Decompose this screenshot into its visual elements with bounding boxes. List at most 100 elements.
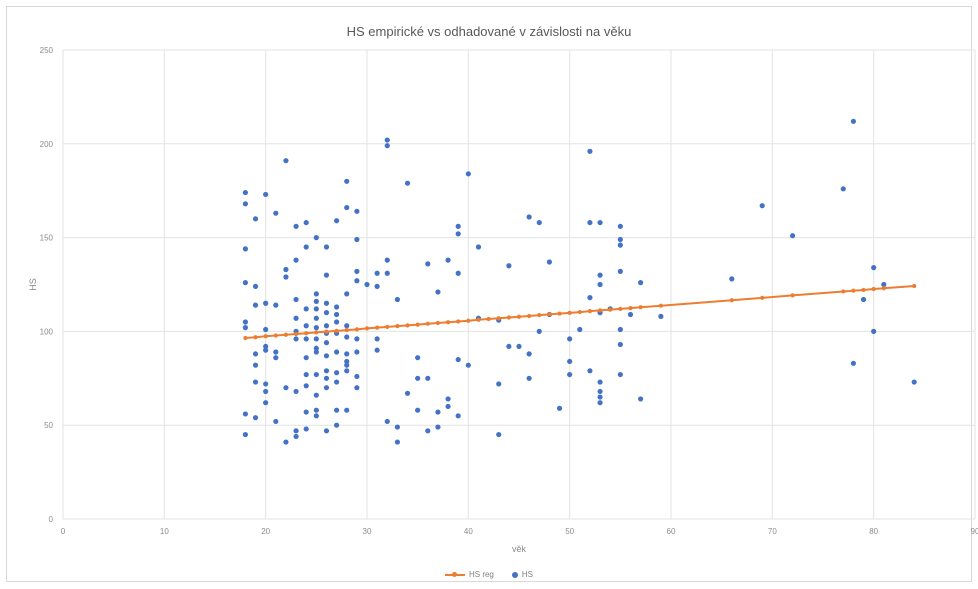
hs-point [617, 242, 623, 248]
hs-reg-point [283, 332, 289, 337]
hs-reg-point [537, 312, 542, 318]
hs-point [293, 223, 299, 229]
hs-point [242, 280, 248, 286]
hs-point [303, 219, 309, 226]
hs-point [455, 413, 461, 419]
hs-point [263, 343, 269, 350]
legend-dot-marker-icon [511, 571, 518, 578]
hs-point [556, 405, 563, 411]
hs-reg-point [486, 316, 491, 322]
hs-point [455, 356, 461, 363]
hs-point [567, 371, 573, 378]
hs-point [496, 381, 502, 387]
hs-point [384, 137, 390, 143]
hs-point [263, 388, 269, 395]
hs-reg-point [385, 324, 390, 329]
hs-point [323, 353, 330, 359]
y-tick-label: 0 [49, 515, 54, 524]
hs-point [303, 336, 309, 342]
hs-reg-point [871, 286, 876, 292]
hs-point [283, 439, 289, 445]
hs-point [252, 362, 259, 368]
hs-point [354, 208, 360, 214]
hs-reg-point [476, 317, 481, 322]
x-tick-label: 30 [363, 527, 372, 536]
hs-reg-point [547, 312, 552, 317]
hs-point [881, 281, 887, 288]
hs-point [506, 263, 512, 269]
hs-point [344, 178, 350, 184]
hs-point [313, 325, 319, 331]
hs-reg-point [314, 330, 319, 335]
hs-point [242, 319, 248, 325]
hs-point [374, 347, 380, 353]
hs-point [323, 272, 330, 278]
hs-point [404, 390, 411, 396]
hs-point [303, 426, 309, 432]
hs-point [252, 302, 259, 308]
hs-point [546, 259, 553, 265]
hs-point [496, 431, 502, 438]
hs-reg-point [618, 306, 623, 311]
hs-point [242, 411, 248, 417]
hs-point [374, 336, 380, 342]
hs-reg-point [344, 327, 349, 333]
hs-point [567, 358, 573, 365]
x-tick-label: 20 [261, 527, 270, 536]
hs-reg-point [263, 334, 268, 339]
y-tick-label: 50 [44, 421, 53, 430]
hs-point [313, 306, 319, 312]
hs-point [344, 407, 350, 413]
hs-point [344, 334, 350, 340]
hs-point [465, 171, 471, 177]
hs-point [415, 375, 421, 381]
hs-point [597, 379, 603, 385]
hs-reg-point [435, 320, 441, 326]
hs-reg-point [861, 287, 866, 293]
hs-point [283, 266, 289, 273]
hs-point [597, 219, 603, 226]
hs-reg-point [516, 314, 522, 319]
hs-reg-point [354, 327, 359, 332]
hs-point [658, 313, 664, 319]
hs-point [263, 400, 269, 406]
hs-point [293, 428, 299, 434]
hs-point [313, 315, 319, 321]
hs-reg-point [790, 293, 795, 298]
hs-point [263, 191, 269, 198]
hs-point [303, 383, 309, 389]
hs-reg-point [557, 311, 562, 316]
hs-point [587, 148, 593, 154]
hs-point [587, 368, 593, 374]
hs-point [871, 265, 877, 271]
hs-point [344, 291, 350, 297]
hs-point [617, 236, 623, 243]
hs-point [313, 371, 319, 378]
hs-point [445, 403, 451, 410]
hs-point [242, 325, 248, 331]
hs-point [384, 418, 390, 425]
hs-point [293, 296, 299, 303]
hs-point [334, 218, 340, 224]
hs-point [242, 431, 248, 438]
hs-reg-point [729, 298, 734, 303]
x-tick-label: 70 [768, 527, 777, 536]
hs-point [273, 210, 279, 216]
hs-point [242, 189, 248, 196]
hs-reg-point [841, 289, 846, 294]
x-tick-label: 0 [61, 527, 66, 536]
hs-point [435, 409, 441, 415]
hs-reg-point [364, 326, 370, 331]
hs-point [617, 268, 623, 274]
hs-point [790, 233, 796, 239]
hs-point [577, 326, 583, 333]
hs-point [455, 223, 461, 229]
hs-point [293, 315, 299, 321]
hs-reg-point [425, 321, 430, 326]
hs-point [374, 270, 380, 276]
hs-point [526, 351, 532, 357]
hs-point [435, 289, 441, 295]
hs-point [252, 379, 259, 385]
hs-point [445, 396, 451, 402]
hs-point [384, 143, 390, 149]
